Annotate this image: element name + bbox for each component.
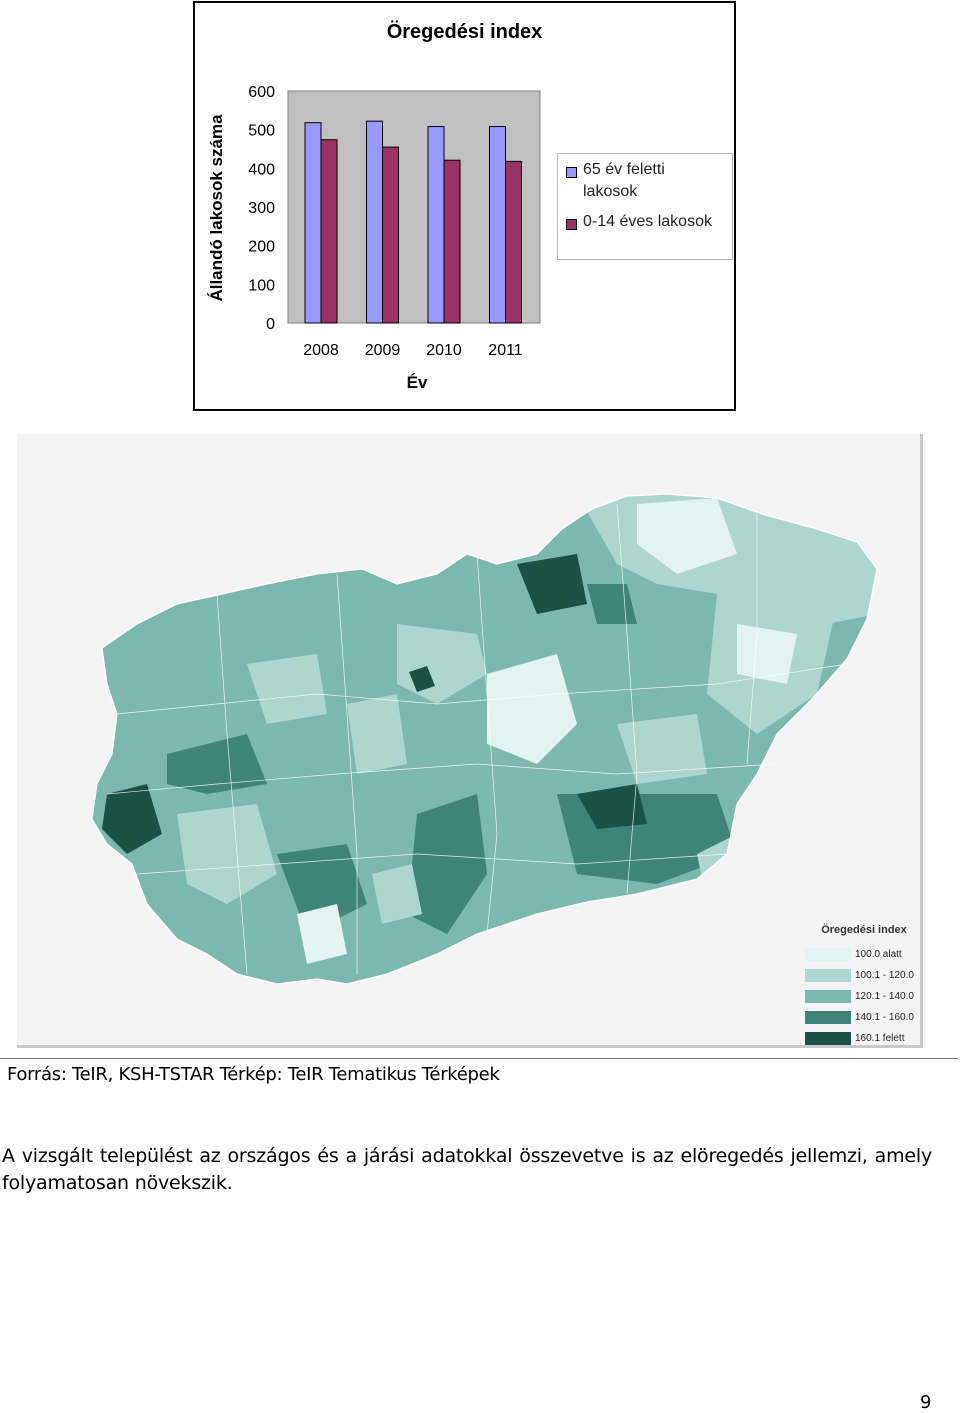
- bar-chart: 0 100 200 300 400 500 600 2008 2009 2010 2011: [248, 84, 541, 359]
- map-image: Öregedési index 100.0 alatt 100.1 - 120.…: [17, 434, 923, 1048]
- hungary-map: [91, 493, 878, 985]
- map-legend-label: 140.1 - 160.0: [855, 1012, 914, 1023]
- map-legend-row: 100.1 - 120.0: [805, 965, 923, 986]
- map-legend-swatch: [805, 1011, 851, 1024]
- legend-swatch-65plus: [566, 167, 577, 178]
- bar-0-14-2008: [320, 139, 338, 324]
- bar-65plus-2011: [489, 126, 506, 324]
- legend-label-65plus: 65 év feletti lakosok: [583, 161, 665, 200]
- y-tick-label: 100: [248, 277, 275, 294]
- x-tick-label: 2010: [426, 342, 462, 359]
- map-legend-label: 160.1 felett: [855, 1033, 905, 1044]
- map-legend-swatch: [805, 1032, 851, 1045]
- y-tick-label: 300: [248, 200, 275, 217]
- map-legend-title: Öregedési index: [821, 924, 907, 936]
- map-legend: Öregedési index 100.0 alatt 100.1 - 120.…: [805, 924, 923, 1049]
- x-tick-label: 2009: [365, 342, 401, 359]
- legend-item-65plus: 65 év feletti lakosok: [566, 161, 703, 203]
- map-legend-swatch: [805, 969, 851, 982]
- divider: [0, 1058, 958, 1059]
- bar-0-14-2010: [443, 159, 461, 324]
- y-tick-label: 0: [266, 316, 275, 333]
- x-tick-label: 2011: [488, 342, 523, 359]
- bar-65plus-2009: [366, 120, 383, 324]
- bar-65plus-2008: [304, 122, 322, 324]
- y-tick-label: 400: [248, 161, 275, 178]
- source-caption: Forrás: TeIR, KSH-TSTAR Térkép: TeIR Tem…: [7, 1064, 500, 1085]
- map-legend-swatch: [805, 990, 851, 1003]
- body-paragraph: A vizsgált települést az országos és a j…: [2, 1145, 932, 1194]
- map-legend-label: 100.1 - 120.0: [855, 970, 914, 981]
- map-legend-row: 160.1 felett: [805, 1028, 923, 1049]
- map-legend-swatch: [805, 948, 851, 961]
- bar-65plus-2010: [427, 126, 445, 324]
- legend-swatch-0-14: [566, 219, 577, 230]
- y-tick-label: 500: [248, 123, 275, 140]
- map-legend-label: 100.0 alatt: [855, 949, 902, 960]
- page-number: 9: [920, 1392, 932, 1413]
- bar-0-14-2009: [382, 146, 399, 324]
- legend-item-0-14: 0-14 éves lakosok: [566, 213, 712, 233]
- map-legend-row: 120.1 - 140.0: [805, 986, 923, 1007]
- map-legend-row: 100.0 alatt: [805, 944, 923, 965]
- x-tick-label: 2008: [303, 342, 339, 359]
- x-axis-label: Év: [406, 373, 428, 392]
- y-tick-label: 600: [248, 84, 275, 101]
- map-legend-label: 120.1 - 140.0: [855, 991, 914, 1002]
- y-tick-label: 200: [248, 239, 275, 256]
- chart-frame: Öregedési index Állandó lakosok száma Év…: [193, 1, 736, 411]
- map-legend-row: 140.1 - 160.0: [805, 1007, 923, 1028]
- bar-0-14-2011: [505, 160, 522, 324]
- chart-legend: 65 év feletti lakosok 0-14 éves lakosok: [557, 153, 733, 260]
- chart-title: Öregedési index: [386, 21, 543, 43]
- legend-label-0-14: 0-14 éves lakosok: [583, 213, 712, 230]
